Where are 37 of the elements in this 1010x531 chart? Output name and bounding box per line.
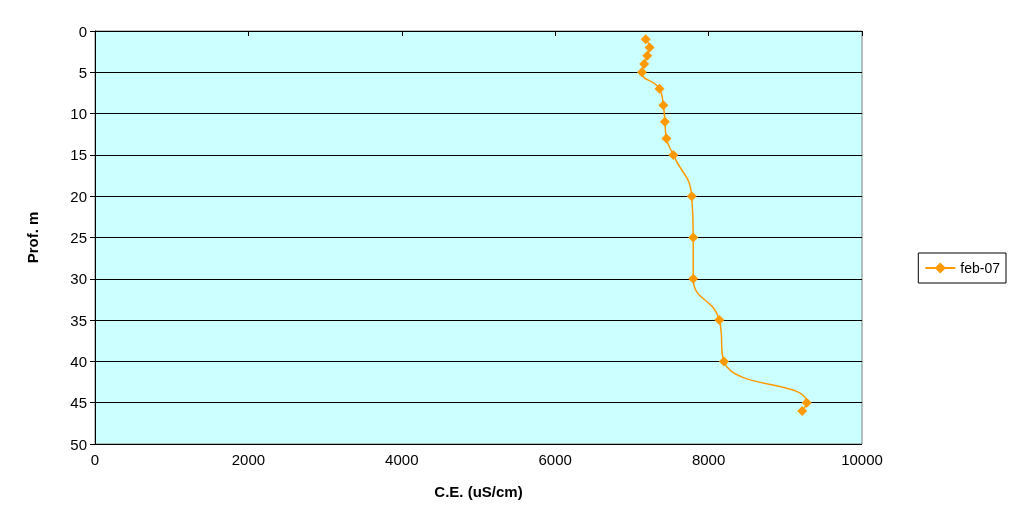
legend-label: feb-07 xyxy=(960,260,1001,276)
point xyxy=(688,232,699,243)
point xyxy=(801,397,812,408)
y-tick-label: 10 xyxy=(70,105,87,123)
x-tick-label: 8000 xyxy=(691,451,726,468)
y-tick-label: 30 xyxy=(70,270,87,288)
point xyxy=(654,83,665,94)
y-tick-label: 5 xyxy=(78,63,87,81)
y-tick-label: 45 xyxy=(70,394,87,412)
point xyxy=(688,273,699,284)
point xyxy=(640,34,651,45)
y-tick-label: 25 xyxy=(70,229,87,246)
point xyxy=(639,59,650,70)
x-tick-label: 0 xyxy=(90,451,100,468)
y-tick-label: 0 xyxy=(78,22,87,40)
point xyxy=(659,116,670,127)
x-axis-title: C.E. (uS/cm) xyxy=(434,483,523,500)
point xyxy=(661,133,672,144)
point xyxy=(636,67,647,78)
point xyxy=(797,405,808,416)
point xyxy=(718,356,729,367)
point xyxy=(658,100,669,111)
x-tick-label: 2000 xyxy=(231,451,266,468)
point xyxy=(668,149,679,160)
point xyxy=(714,315,725,326)
y-tick-label: 35 xyxy=(70,311,87,329)
point xyxy=(686,191,697,202)
y-axis-title: Prof. m xyxy=(24,211,41,264)
x-tick-label: 4000 xyxy=(385,451,419,468)
y-tick-label: 50 xyxy=(70,435,87,453)
x-tick-label: 10000 xyxy=(841,451,883,468)
point xyxy=(642,50,653,61)
y-tick-label: 40 xyxy=(70,352,87,370)
y-tick-label: 20 xyxy=(70,187,87,205)
y-tick-label: 15 xyxy=(70,146,87,164)
point xyxy=(644,42,655,53)
x-tick-label: 6000 xyxy=(538,451,572,468)
